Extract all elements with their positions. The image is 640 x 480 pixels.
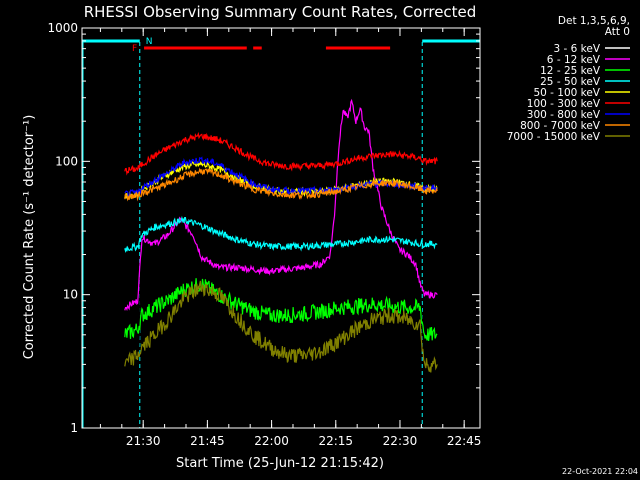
x-tick-label: 22:15 [318, 434, 353, 448]
legend-header: Att 0 [605, 26, 630, 38]
legend-label: 6 - 12 keV [547, 54, 601, 66]
x-tick-label: 22:45 [447, 434, 482, 448]
y-tick-label: 100 [55, 154, 78, 168]
x-tick-label: 21:30 [126, 434, 161, 448]
x-tick-label: 22:00 [254, 434, 289, 448]
legend-label: 50 - 100 keV [533, 87, 600, 99]
x-tick-label: 22:30 [383, 434, 418, 448]
y-axis-label: Corrected Count Rate (s⁻¹ detector⁻¹) [22, 115, 37, 360]
legend-label: 7000 - 15000 keV [507, 131, 601, 143]
night-flag-label: N [146, 37, 153, 47]
x-axis-label: Start Time (25-Jun-12 21:15:42) [176, 456, 384, 471]
x-tick-label: 21:45 [190, 434, 225, 448]
legend-label: 25 - 50 keV [540, 76, 601, 88]
series-lines [124, 98, 438, 430]
flare-flag-label: F [132, 44, 137, 54]
series-line [124, 98, 438, 312]
timestamp: 22-Oct-2021 22:04 [562, 467, 638, 476]
legend-header: Det 1,3,5,6,9, [558, 15, 630, 27]
series-line [124, 280, 438, 373]
series-line [124, 167, 438, 202]
legend-label: 300 - 800 keV [527, 109, 601, 121]
legend-label: 800 - 7000 keV [520, 120, 601, 132]
plot-frame [81, 27, 481, 429]
flag-bars: FN [82, 37, 480, 54]
series-line [124, 278, 438, 341]
legend-label: 3 - 6 keV [553, 43, 600, 55]
y-tick-label: 1000 [47, 21, 78, 35]
legend-label: 100 - 300 keV [527, 98, 601, 110]
axis-ticks: 1 10 100 1000 21:30 21:45 22:00 22:15 22:30 22:45 [47, 21, 481, 448]
chart-title: RHESSI Observing Summary Count Rates, Co… [84, 3, 477, 21]
series-line [124, 215, 438, 254]
series-line [124, 106, 438, 430]
legend-label: 12 - 25 keV [540, 65, 601, 77]
series-line [124, 131, 438, 176]
y-tick-label: 10 [63, 288, 78, 302]
y-tick-label: 1 [70, 421, 78, 435]
